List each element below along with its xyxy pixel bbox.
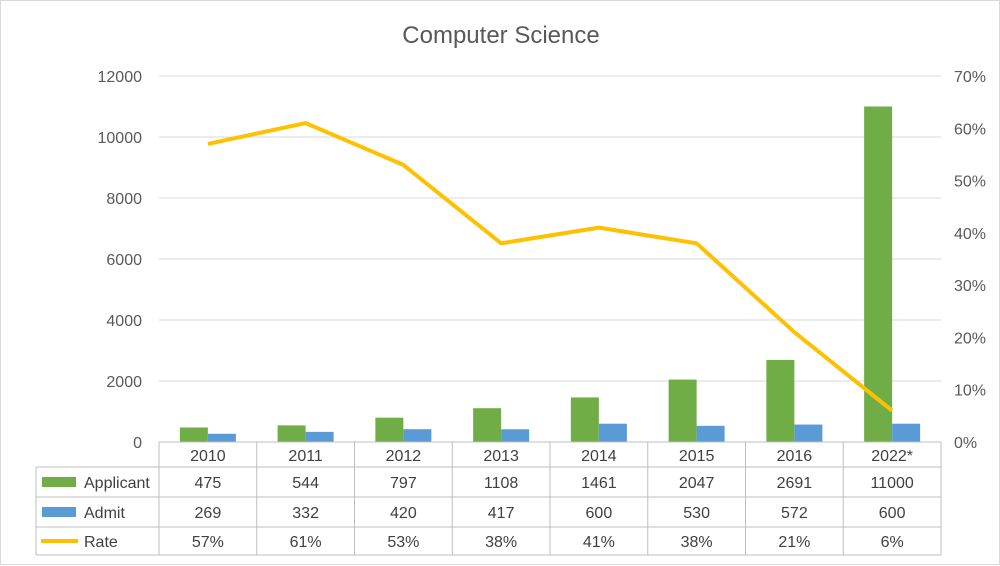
data-label: 1108 <box>484 475 519 492</box>
bar-admit <box>696 425 725 442</box>
bar-applicant <box>766 359 795 442</box>
bar-admit <box>794 424 823 442</box>
line-rate <box>207 121 894 413</box>
data-label: 1461 <box>581 475 617 492</box>
data-label: 797 <box>390 475 417 492</box>
data-label: 417 <box>488 505 515 522</box>
data-label: 11000 <box>870 475 913 492</box>
y-right-tick-label: 70% <box>954 69 986 86</box>
x-tick-label: 2016 <box>777 448 813 465</box>
data-label: 21% <box>778 534 810 551</box>
bar-admit <box>403 429 432 442</box>
data-label: 600 <box>879 505 906 522</box>
bar-applicant <box>179 427 208 442</box>
data-label: 475 <box>195 475 222 492</box>
data-label: 6% <box>881 534 904 551</box>
legend-label-rate: Rate <box>84 534 118 551</box>
bar-applicant <box>277 425 306 442</box>
legend-label-admit: Admit <box>84 505 125 522</box>
bar-applicant <box>864 106 893 442</box>
data-label: 572 <box>781 505 808 522</box>
y-right-tick-label: 0% <box>954 435 977 452</box>
x-tick-label: 2014 <box>581 448 617 465</box>
y-left-tick-label: 8000 <box>106 191 142 208</box>
y-right-tick-label: 60% <box>954 121 986 138</box>
y-right-tick-label: 50% <box>954 174 986 191</box>
y-right-tick-label: 40% <box>954 226 986 243</box>
data-label: 600 <box>586 505 613 522</box>
data-label: 332 <box>292 505 319 522</box>
legend-key-admit <box>42 507 76 517</box>
data-label: 269 <box>195 505 222 522</box>
bar-applicant <box>668 379 697 442</box>
bar-admit <box>305 431 334 442</box>
bar-admit <box>501 429 530 442</box>
x-tick-label: 2012 <box>386 448 422 465</box>
x-tick-label: 2013 <box>483 448 519 465</box>
data-label: 544 <box>292 475 319 492</box>
legend-key-applicant <box>42 477 76 487</box>
chart-title: Computer Science <box>402 22 599 49</box>
data-label: 41% <box>583 534 615 551</box>
bar-admit <box>892 423 921 442</box>
y-left-tick-label: 0 <box>133 435 142 452</box>
data-label: 38% <box>485 534 517 551</box>
y-left-tick-label: 10000 <box>98 130 143 147</box>
bar-applicant <box>570 397 599 442</box>
y-left-tick-label: 6000 <box>106 252 142 269</box>
data-label: 53% <box>387 534 419 551</box>
data-label: 61% <box>290 534 322 551</box>
data-label: 420 <box>390 505 417 522</box>
x-tick-label: 2010 <box>190 448 226 465</box>
legend-label-applicant: Applicant <box>84 475 150 492</box>
data-label: 2047 <box>679 475 715 492</box>
data-label: 57% <box>192 534 224 551</box>
y-right-tick-label: 30% <box>954 278 986 295</box>
x-tick-label: 2015 <box>679 448 715 465</box>
x-tick-label: 2022* <box>871 448 913 465</box>
x-tick-label: 2011 <box>288 448 323 465</box>
y-left-tick-label: 12000 <box>98 69 143 86</box>
data-label: 530 <box>683 505 710 522</box>
bar-applicant <box>375 417 404 442</box>
bar-applicant <box>473 408 502 442</box>
y-right-tick-label: 20% <box>954 330 986 347</box>
y-left-tick-label: 4000 <box>106 313 142 330</box>
data-label: 2691 <box>777 475 813 492</box>
bar-admit <box>207 433 236 442</box>
y-right-tick-label: 10% <box>954 383 986 400</box>
data-label: 38% <box>681 534 713 551</box>
y-left-tick-label: 2000 <box>106 374 142 391</box>
bar-admit <box>598 423 627 442</box>
